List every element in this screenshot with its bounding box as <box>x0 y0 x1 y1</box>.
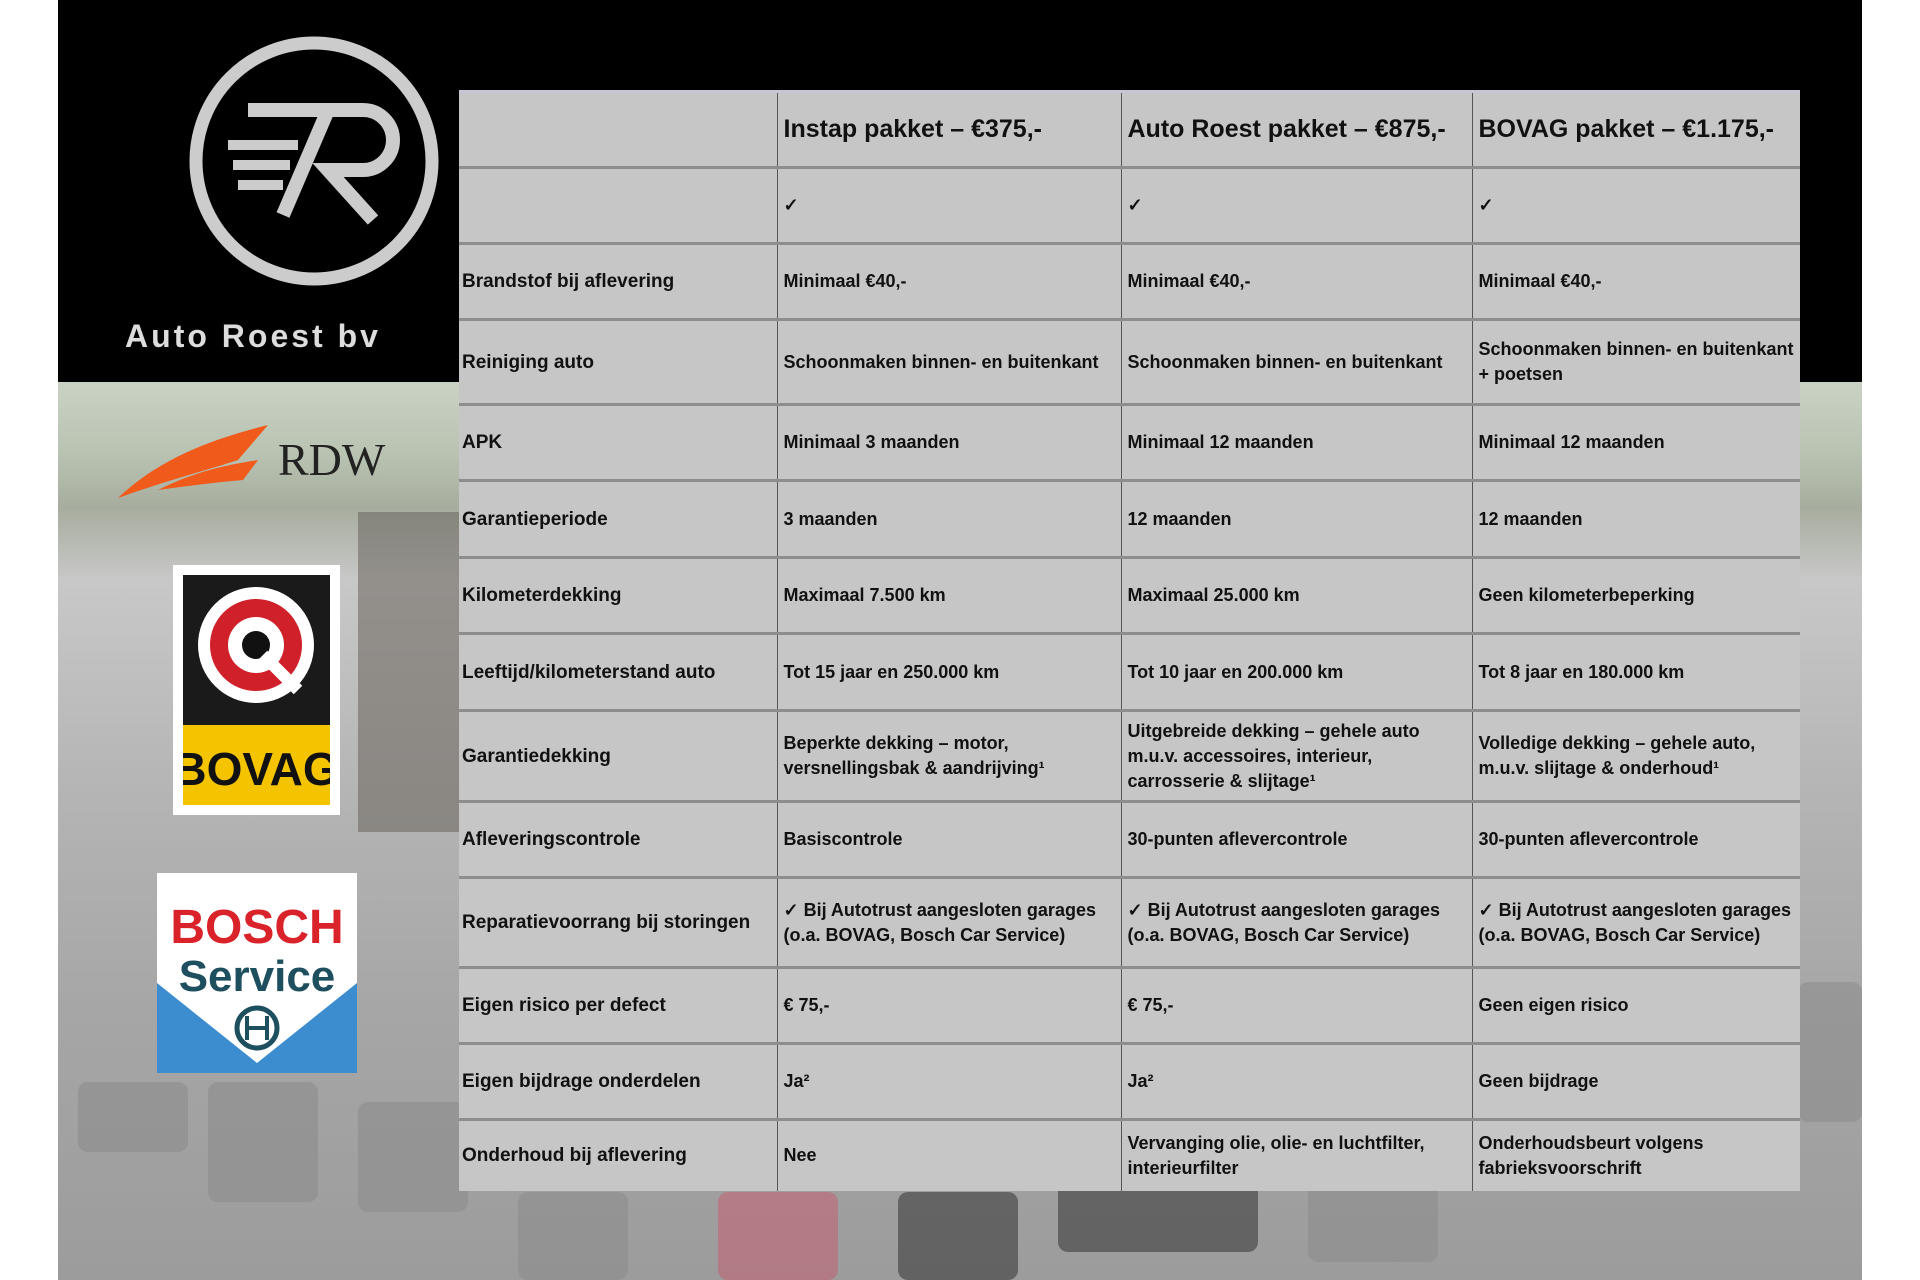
table-row: Leeftijd/kilometerstand auto Tot 15 jaar … <box>459 632 1800 711</box>
table-cell: Minimaal €40,- <box>1471 242 1800 320</box>
table-cell: 12 maanden <box>1471 479 1800 558</box>
car <box>1798 982 1862 1122</box>
table-row: Brandstof bij aflevering Minimaal €40,- Mi… <box>459 242 1800 320</box>
table-cell: ✓ <box>1120 166 1472 244</box>
car <box>358 1102 468 1212</box>
table-cell: Tot 15 jaar en 250.000 km <box>776 632 1121 711</box>
table-cell: Ja² <box>776 1042 1121 1120</box>
table-cell: Geen kilometerbeperking <box>1471 556 1800 634</box>
table-cell: Basiscontrole <box>776 800 1121 878</box>
table-cell: ✓ Bij Autotrust aangesloten garages (o.a… <box>776 876 1121 968</box>
table-row: ✓ ✓ ✓ <box>459 166 1800 244</box>
row-label: Garantieperiode <box>459 479 777 558</box>
table-cell: Uitgebreide dekking – gehele auto m.u.v.… <box>1120 709 1472 802</box>
header-bovag: BOVAG pakket – €1.175,- <box>1471 90 1800 168</box>
table-cell: 30-punten aflevercontrole <box>1120 800 1472 878</box>
row-label: Garantiedekking <box>459 709 777 802</box>
bosch-service-logo: BOSCH Service <box>157 873 357 1073</box>
row-label <box>459 166 777 244</box>
table-cell: 12 maanden <box>1120 479 1472 558</box>
table-row: Garantiedekking Beperkte dekking – motor,… <box>459 709 1800 802</box>
rdw-text: RDW <box>278 434 386 485</box>
row-label: APK <box>459 403 777 481</box>
table-cell: Nee <box>776 1118 1121 1191</box>
table-cell: Geen bijdrage <box>1471 1042 1800 1120</box>
row-label: Kilometerdekking <box>459 556 777 634</box>
table-header-row: Instap pakket – €375,- Auto Roest pakket… <box>459 90 1800 168</box>
table-cell: Maximaal 7.500 km <box>776 556 1121 634</box>
table-cell: Minimaal €40,- <box>776 242 1121 320</box>
car <box>1308 1182 1438 1262</box>
row-label: Afleveringscontrole <box>459 800 777 878</box>
table-cell: Minimaal €40,- <box>1120 242 1472 320</box>
table-row: Kilometerdekking Maximaal 7.500 km Maximaa… <box>459 556 1800 634</box>
row-label: Onderhoud bij aflevering <box>459 1118 777 1191</box>
table-cell: ✓ Bij Autotrust aangesloten garages (o.a… <box>1471 876 1800 968</box>
table-cell: ✓ Bij Autotrust aangesloten garages (o.a… <box>1120 876 1472 968</box>
row-label: Eigen bijdrage onderdelen <box>459 1042 777 1120</box>
svg-text:Service: Service <box>179 952 336 1001</box>
row-label: Leeftijd/kilometerstand auto <box>459 632 777 711</box>
table-cell: Schoonmaken binnen- en buitenkant <box>776 318 1121 405</box>
row-label: Reparatievoorrang bij storingen <box>459 876 777 968</box>
table-cell: Minimaal 12 maanden <box>1471 403 1800 481</box>
table-row: Eigen risico per defect € 75,- € 75,- Geen … <box>459 966 1800 1044</box>
table-cell: Maximaal 25.000 km <box>1120 556 1472 634</box>
car <box>518 1192 628 1280</box>
header-instap: Instap pakket – €375,- <box>776 90 1121 168</box>
table-row: Reiniging auto Schoonmaken binnen- en bui… <box>459 318 1800 405</box>
table-cell: ✓ <box>1471 166 1800 244</box>
car <box>718 1192 838 1280</box>
car <box>78 1082 188 1152</box>
svg-text:BOSCH: BOSCH <box>170 901 343 954</box>
table-row: Onderhoud bij aflevering Nee Vervanging ol… <box>459 1118 1800 1191</box>
table-cell: Ja² <box>1120 1042 1472 1120</box>
table-cell: Minimaal 3 maanden <box>776 403 1121 481</box>
table-cell: Schoonmaken binnen- en buitenkant + poet… <box>1471 318 1800 405</box>
table-cell: Tot 8 jaar en 180.000 km <box>1471 632 1800 711</box>
table-cell: Vervanging olie, olie- en luchtfilter, i… <box>1120 1118 1472 1191</box>
header-auto-roest: Auto Roest pakket – €875,- <box>1120 90 1472 168</box>
table-cell: 30-punten aflevercontrole <box>1471 800 1800 878</box>
table-cell: Schoonmaken binnen- en buitenkant <box>1120 318 1472 405</box>
table-row: Garantieperiode 3 maanden 12 maanden 12 maa… <box>459 479 1800 558</box>
bovag-text: BOVAG <box>183 743 330 795</box>
table-cell: € 75,- <box>776 966 1121 1044</box>
table-row: Eigen bijdrage onderdelen Ja² Ja² Geen bijd… <box>459 1042 1800 1120</box>
rdw-logo: RDW <box>118 425 386 498</box>
table-cell: € 75,- <box>1120 966 1472 1044</box>
table-row: Afleveringscontrole Basiscontrole 30-punte… <box>459 800 1800 878</box>
table-cell: Onderhoudsbeurt volgens fabrieksvoorschr… <box>1471 1118 1800 1191</box>
table-cell: Beperkte dekking – motor, versnellingsba… <box>776 709 1121 802</box>
table-cell: ✓ <box>776 166 1121 244</box>
table-cell: Minimaal 12 maanden <box>1120 403 1472 481</box>
row-label: Brandstof bij aflevering <box>459 242 777 320</box>
table-cell: Volledige dekking – gehele auto, m.u.v. … <box>1471 709 1800 802</box>
car <box>208 1082 318 1202</box>
auto-roest-logo-icon <box>189 36 439 286</box>
table-row: Reparatievoorrang bij storingen ✓ Bij Aut… <box>459 876 1800 968</box>
table-cell: 3 maanden <box>776 479 1121 558</box>
bovag-logo: BOVAG <box>173 565 340 815</box>
row-label: Reiniging auto <box>459 318 777 405</box>
header-cell <box>459 90 777 168</box>
brand-name: Auto Roest bv <box>125 318 381 354</box>
package-comparison-table: Instap pakket – €375,- Auto Roest pakket… <box>459 90 1800 1191</box>
row-label: Eigen risico per defect <box>459 966 777 1044</box>
car <box>1058 1182 1258 1252</box>
table-cell: Geen eigen risico <box>1471 966 1800 1044</box>
car <box>898 1192 1018 1280</box>
table-row: APK Minimaal 3 maanden Minimaal 12 maanden… <box>459 403 1800 481</box>
table-cell: Tot 10 jaar en 200.000 km <box>1120 632 1472 711</box>
